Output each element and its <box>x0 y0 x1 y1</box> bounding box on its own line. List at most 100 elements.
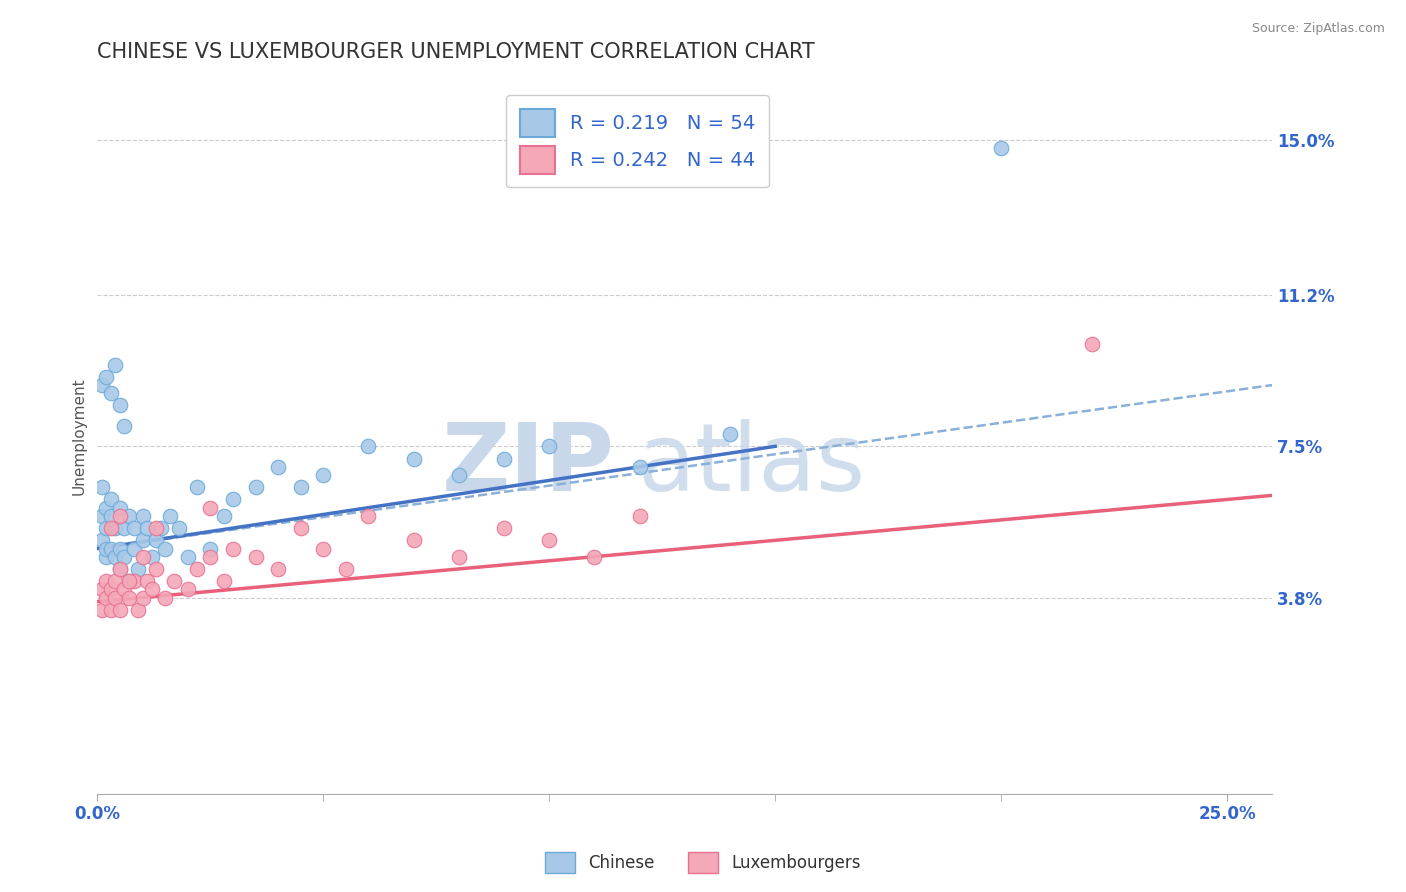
Point <box>357 508 380 523</box>
Point <box>402 533 425 548</box>
Point <box>104 591 127 605</box>
Point <box>447 467 470 482</box>
Point <box>131 533 153 548</box>
Point <box>1080 337 1102 351</box>
Point <box>108 508 131 523</box>
Point <box>145 562 167 576</box>
Point <box>96 500 118 515</box>
Point <box>114 521 136 535</box>
Point <box>96 370 118 384</box>
Point <box>245 480 267 494</box>
Point <box>163 574 186 589</box>
Point <box>118 574 141 589</box>
Point <box>212 574 235 589</box>
Point <box>186 480 208 494</box>
Point <box>177 582 200 597</box>
Legend: Chinese, Luxembourgers: Chinese, Luxembourgers <box>538 846 868 880</box>
Point <box>141 582 163 597</box>
Point <box>127 562 149 576</box>
Point <box>159 508 181 523</box>
Point <box>990 141 1012 155</box>
Point <box>122 521 145 535</box>
Point <box>267 459 290 474</box>
Point <box>245 549 267 564</box>
Point <box>136 521 159 535</box>
Point <box>167 521 190 535</box>
Point <box>90 582 112 597</box>
Point <box>90 480 112 494</box>
Point <box>267 562 290 576</box>
Text: atlas: atlas <box>638 418 866 511</box>
Point <box>177 549 200 564</box>
Point <box>312 541 335 556</box>
Point <box>96 591 118 605</box>
Point <box>108 562 131 576</box>
Point <box>104 549 127 564</box>
Point <box>290 480 312 494</box>
Point <box>108 562 131 576</box>
Point <box>141 549 163 564</box>
Point <box>494 521 516 535</box>
Point <box>131 508 153 523</box>
Point <box>200 541 222 556</box>
Point <box>108 500 131 515</box>
Point <box>402 451 425 466</box>
Point <box>312 467 335 482</box>
Point <box>90 378 112 392</box>
Point <box>118 591 141 605</box>
Point <box>118 508 141 523</box>
Point <box>153 541 176 556</box>
Point <box>108 541 131 556</box>
Point <box>718 427 741 442</box>
Point <box>114 418 136 433</box>
Point <box>96 549 118 564</box>
Point <box>90 533 112 548</box>
Point <box>100 386 122 401</box>
Point <box>100 603 122 617</box>
Point <box>131 549 153 564</box>
Point <box>104 358 127 372</box>
Point <box>200 549 222 564</box>
Point <box>153 591 176 605</box>
Point <box>145 533 167 548</box>
Point <box>136 574 159 589</box>
Point <box>145 521 167 535</box>
Y-axis label: Unemployment: Unemployment <box>72 377 86 495</box>
Legend: R = 0.219   N = 54, R = 0.242   N = 44: R = 0.219 N = 54, R = 0.242 N = 44 <box>506 95 769 187</box>
Point <box>122 574 145 589</box>
Point <box>100 508 122 523</box>
Text: CHINESE VS LUXEMBOURGER UNEMPLOYMENT CORRELATION CHART: CHINESE VS LUXEMBOURGER UNEMPLOYMENT COR… <box>97 42 815 62</box>
Point <box>96 574 118 589</box>
Text: ZIP: ZIP <box>441 418 614 511</box>
Point <box>96 541 118 556</box>
Point <box>290 521 312 535</box>
Text: Source: ZipAtlas.com: Source: ZipAtlas.com <box>1251 22 1385 36</box>
Point <box>494 451 516 466</box>
Point <box>628 508 651 523</box>
Point <box>538 439 561 453</box>
Point <box>104 521 127 535</box>
Point <box>357 439 380 453</box>
Point <box>108 399 131 413</box>
Point <box>104 574 127 589</box>
Point <box>100 492 122 507</box>
Point <box>186 562 208 576</box>
Point <box>583 549 606 564</box>
Point <box>100 582 122 597</box>
Point <box>212 508 235 523</box>
Point <box>90 603 112 617</box>
Point <box>222 492 245 507</box>
Point <box>90 508 112 523</box>
Point <box>149 521 172 535</box>
Point <box>118 574 141 589</box>
Point <box>127 603 149 617</box>
Point <box>100 541 122 556</box>
Point <box>335 562 357 576</box>
Point <box>108 603 131 617</box>
Point <box>100 521 122 535</box>
Point <box>131 591 153 605</box>
Point <box>447 549 470 564</box>
Point <box>114 582 136 597</box>
Point <box>114 549 136 564</box>
Point <box>222 541 245 556</box>
